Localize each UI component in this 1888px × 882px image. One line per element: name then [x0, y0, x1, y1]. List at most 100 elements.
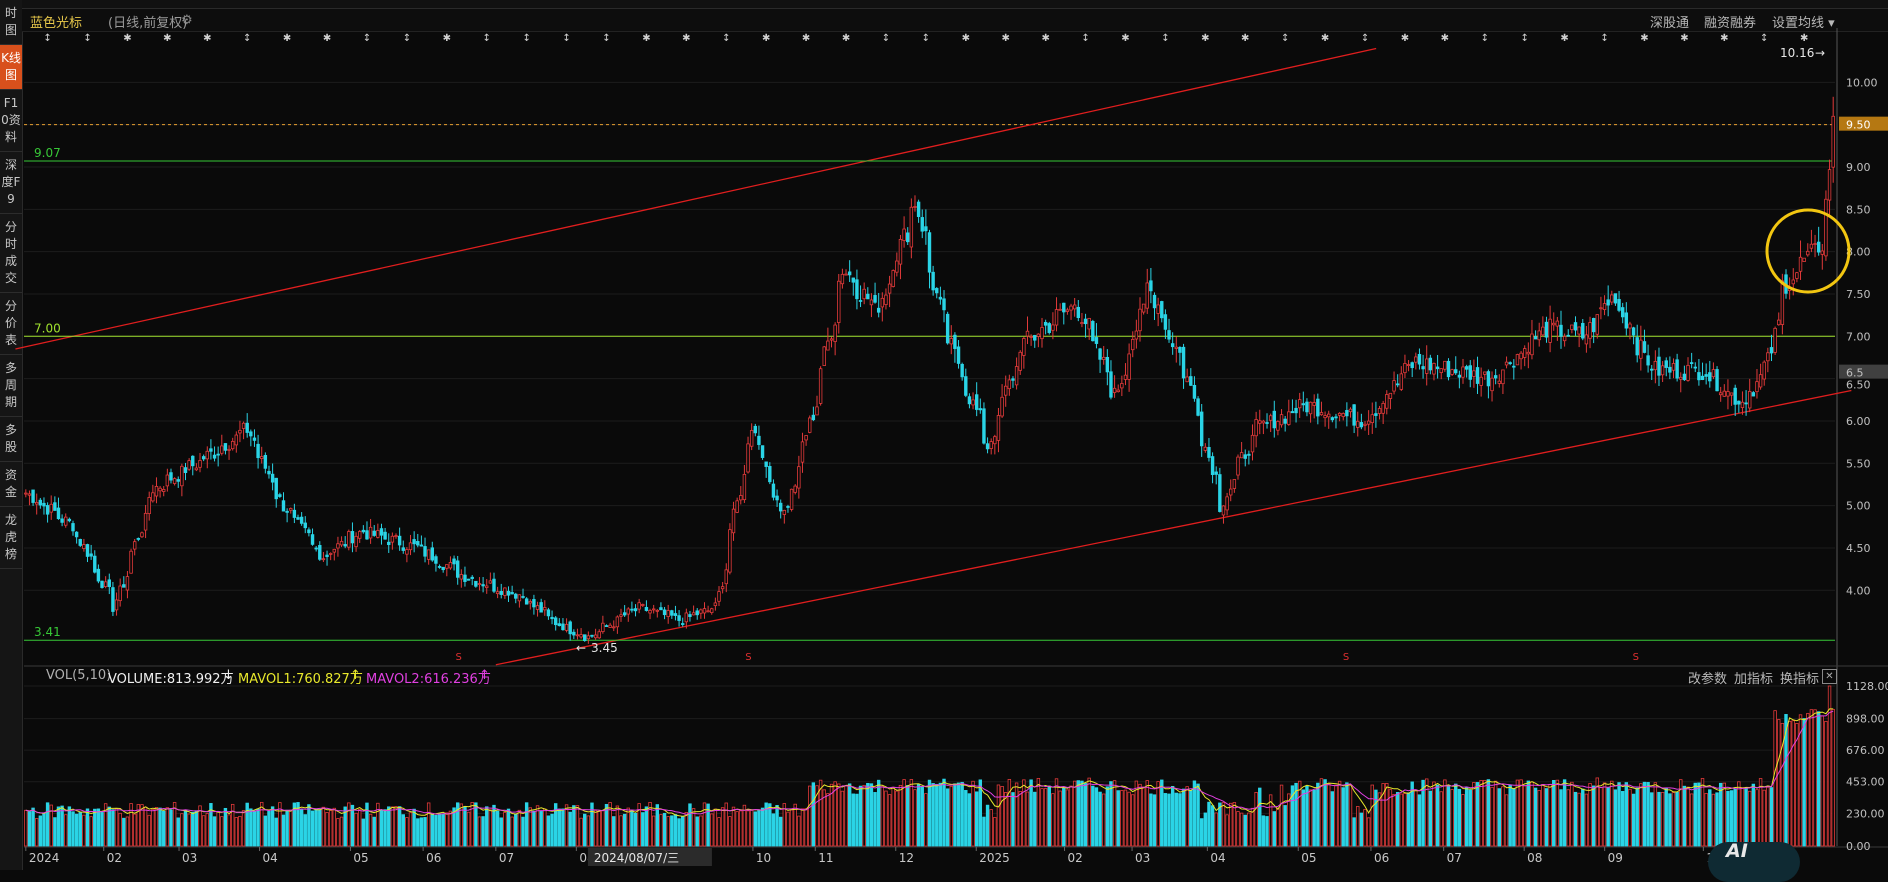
candle-body: [898, 239, 903, 265]
nav-period[interactable]: 多周期: [0, 355, 22, 417]
volume-bar: [1573, 791, 1578, 847]
ma-settings-button[interactable]: 设置均线 ▾: [1772, 16, 1835, 31]
candle-body: [1650, 368, 1654, 371]
volume-bar: [898, 784, 903, 847]
volume-bar: [808, 785, 812, 847]
volume-bar: [550, 813, 554, 847]
candle-body: [281, 500, 286, 512]
nav-price[interactable]: 分价表: [0, 293, 22, 355]
volume-bar: [833, 781, 837, 847]
nav-time[interactable]: 时图: [0, 0, 22, 45]
volume-bar: [564, 804, 569, 847]
nav-fund[interactable]: 资金: [0, 462, 22, 507]
candle-body: [140, 532, 144, 538]
volume-bar: [430, 814, 434, 847]
candle-body: [1131, 338, 1135, 351]
candle-body: [292, 509, 297, 518]
candle-body: [455, 560, 460, 578]
nav-depth[interactable]: 深度F9: [0, 152, 22, 214]
candle-body: [125, 576, 130, 591]
volume-bar: [866, 782, 870, 847]
volume-bar: [114, 808, 119, 847]
nav-multi[interactable]: 多股: [0, 417, 22, 462]
volume-bar: [1548, 783, 1552, 847]
volume-bar: [1145, 780, 1149, 847]
nav-tick[interactable]: 分时成交: [0, 214, 22, 293]
event-marker-icon: ✱: [1321, 33, 1329, 44]
candle-body: [1334, 416, 1338, 419]
ai-badge[interactable]: [1708, 842, 1800, 882]
volume-bar: [278, 802, 282, 847]
edit-params-button[interactable]: 改参数: [1688, 672, 1728, 687]
volume-bar: [1319, 778, 1324, 847]
candle-body: [1675, 359, 1679, 379]
volume-bar: [1359, 812, 1364, 847]
candle-body: [757, 435, 761, 445]
close-icon[interactable]: ✕: [1822, 669, 1837, 684]
event-marker-icon: ✱: [163, 33, 171, 44]
volume-bar: [1116, 790, 1120, 847]
volume-bar: [1283, 805, 1287, 847]
candle-body: [1040, 327, 1044, 340]
ai-label[interactable]: AI: [1726, 840, 1748, 862]
candle-body: [1613, 293, 1618, 304]
highlight-circle: [1765, 208, 1851, 294]
add-indicator-button[interactable]: 加指标: [1734, 672, 1774, 687]
volume-bar: [1515, 779, 1520, 847]
volume-bar: [1381, 783, 1385, 847]
volume-bar: [710, 813, 714, 847]
margin-button[interactable]: 融资融券: [1704, 16, 1757, 31]
candle-body: [1544, 321, 1549, 338]
candle-body: [390, 535, 395, 543]
price-tick-label: 9.50: [1846, 119, 1871, 132]
mavol1-line: [25, 708, 1834, 817]
candle-body: [1526, 351, 1531, 355]
nav-f10[interactable]: F10资料: [0, 90, 22, 152]
trend-lines: [15, 47, 1852, 666]
nav-dragon[interactable]: 龙虎榜: [0, 507, 22, 569]
candle-body: [1740, 401, 1745, 409]
candle-body: [800, 441, 805, 463]
volume-bar: [1704, 793, 1708, 847]
candle-body: [1007, 379, 1012, 390]
candle-body: [129, 550, 133, 574]
candle-body: [691, 612, 696, 616]
candle-body: [136, 538, 141, 540]
volume-bar: [1101, 793, 1106, 847]
volume-bar: [1265, 816, 1269, 847]
event-marker-icon: ✱: [962, 33, 970, 44]
candle-body: [1530, 333, 1534, 356]
volume-bar: [1279, 784, 1284, 847]
volume-bar: [332, 807, 337, 847]
shengutong-button[interactable]: 深股通: [1650, 16, 1690, 31]
volume-bar: [372, 816, 376, 847]
gear-icon[interactable]: ⚙: [181, 13, 193, 28]
nav-kline[interactable]: K线图: [0, 45, 22, 90]
candle-body: [1345, 410, 1349, 417]
candle-body: [1098, 348, 1102, 360]
event-marker-icon: ↕: [882, 33, 890, 44]
volume-bar: [659, 814, 663, 847]
volume-bar: [887, 794, 892, 847]
volume-bar: [488, 809, 493, 847]
volume-bar: [1475, 782, 1480, 847]
volume-bar: [1802, 718, 1806, 847]
volume-bar: [967, 793, 972, 847]
candle-body: [1145, 282, 1149, 309]
candle-body: [397, 535, 402, 546]
volume-bar: [1199, 818, 1204, 847]
stock-name[interactable]: 蓝色光标: [30, 16, 83, 31]
candle-body: [459, 574, 464, 580]
candle-body: [1559, 324, 1563, 337]
volume-bar: [437, 813, 442, 847]
candle-body: [1631, 327, 1636, 336]
candle-body: [681, 623, 685, 625]
swap-indicator-button[interactable]: 换指标: [1780, 672, 1820, 687]
volume-bar: [1679, 779, 1683, 847]
event-marker-icon: ↕: [363, 33, 371, 44]
volume-bar: [365, 802, 369, 847]
event-marker-icon: ↕: [1281, 33, 1289, 44]
candle-body: [706, 610, 710, 613]
volume-bar: [1156, 781, 1160, 847]
